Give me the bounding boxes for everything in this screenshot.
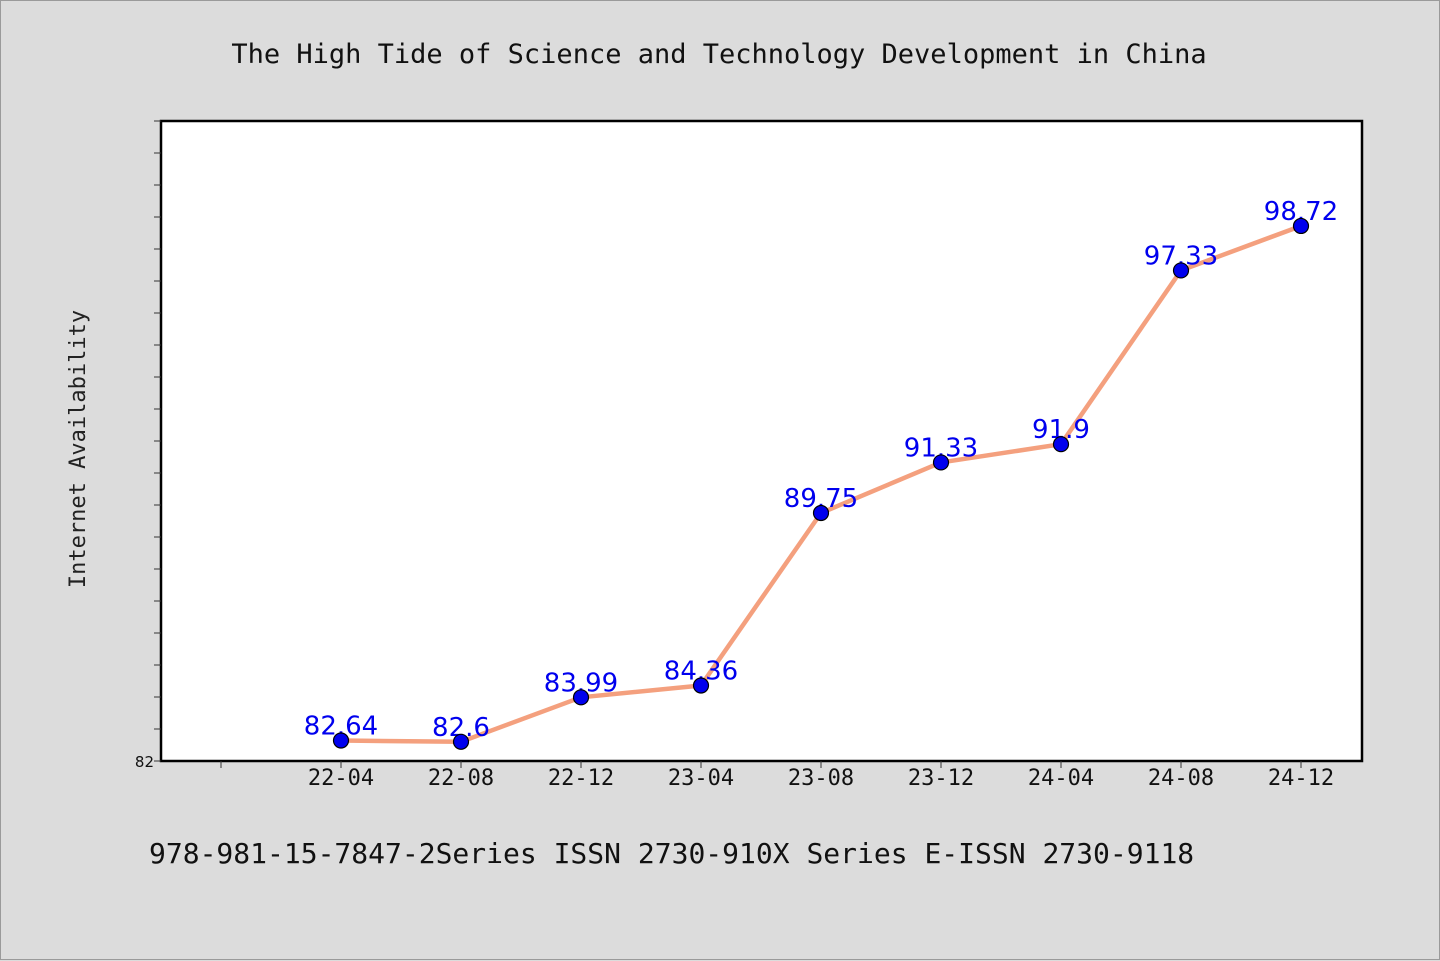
y-axis-ticks: 82 <box>135 120 161 771</box>
data-point <box>932 454 950 471</box>
series-layer: 82.64 82.683.99 84.3689.7591.3391.997.3398… <box>304 197 1338 750</box>
x-tick-label: 23-12 <box>908 766 974 791</box>
chart-title: The High Tide of Science and Technology … <box>231 39 1206 70</box>
data-point <box>692 677 710 694</box>
x-tick-label: 22-04 <box>308 766 374 791</box>
plot-area <box>159 119 1364 763</box>
x-tick-label: 23-08 <box>788 766 854 791</box>
x-tick-label: 23-04 <box>668 766 734 791</box>
y-tick-label: 82 <box>135 753 154 771</box>
x-tick-label: 22-08 <box>428 766 494 791</box>
x-axis-ticks: 22-04 22-08 22-12 23-04 23-08 23-12 24-04 24-08… <box>220 761 1334 791</box>
x-tick-label: 24-04 <box>1028 766 1094 791</box>
data-point <box>452 733 470 750</box>
x-tick-label: 24-12 <box>1268 766 1334 791</box>
data-point <box>1172 262 1190 279</box>
x-tick-label: 22-12 <box>548 766 614 791</box>
footer-text: 978-981-15-7847-2Series ISSN 2730-910X S… <box>149 837 1194 870</box>
data-point <box>812 504 830 522</box>
data-point <box>1292 217 1310 235</box>
y-axis-label: Internet Availability <box>66 310 91 588</box>
data-point <box>1052 436 1070 453</box>
x-tick-label: 24-08 <box>1148 766 1214 791</box>
data-point <box>572 689 590 706</box>
data-point <box>332 732 350 749</box>
